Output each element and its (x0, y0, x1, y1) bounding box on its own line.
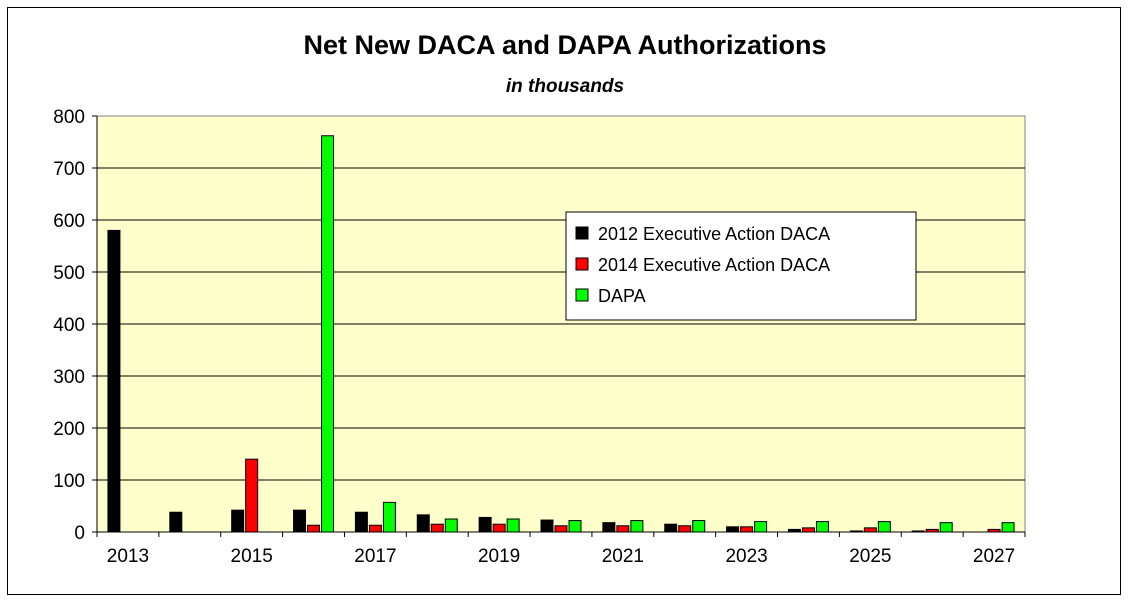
bar (664, 523, 678, 533)
chart-title: Net New DACA and DAPA Authorizations (303, 30, 827, 60)
y-tick-label: 500 (53, 263, 85, 284)
bar (815, 521, 829, 533)
bar (293, 509, 307, 533)
legend-swatch (575, 257, 589, 271)
bar (506, 518, 520, 533)
bar (354, 511, 368, 533)
bar (863, 527, 877, 533)
bar (430, 523, 444, 533)
bar (801, 527, 815, 533)
bar (602, 522, 616, 533)
bar (616, 525, 630, 533)
y-tick-label: 200 (53, 419, 85, 440)
bar (939, 522, 953, 533)
legend-box (565, 211, 917, 321)
bar (478, 516, 492, 533)
y-tick-label: 400 (53, 315, 85, 336)
x-tick-label: 2021 (602, 546, 644, 567)
y-tick-label: 800 (53, 107, 85, 128)
bar (416, 514, 430, 533)
bar (307, 524, 321, 533)
legend-swatch (575, 288, 589, 302)
legend-swatch (575, 226, 589, 240)
x-tick-label: 2013 (107, 546, 149, 567)
bar (554, 525, 568, 533)
bar (382, 501, 396, 533)
y-tick-label: 100 (53, 471, 85, 492)
bar (740, 526, 754, 533)
y-tick-label: 300 (53, 367, 85, 388)
x-tick-label: 2023 (725, 546, 767, 567)
bar (692, 520, 706, 533)
y-tick-label: 700 (53, 159, 85, 180)
bar (726, 526, 740, 533)
bar (678, 525, 692, 533)
bar (540, 519, 554, 533)
bar (368, 524, 382, 533)
bar (492, 523, 506, 533)
legend-label: DAPA (598, 286, 646, 306)
x-tick-label: 2019 (478, 546, 520, 567)
y-tick-label: 600 (53, 211, 85, 232)
x-tick-label: 2025 (849, 546, 891, 567)
bar (107, 229, 121, 533)
x-tick-label: 2017 (354, 546, 396, 567)
legend-label: 2014 Executive Action DACA (598, 255, 830, 275)
bar (877, 521, 891, 533)
bar (169, 511, 183, 533)
y-tick-label: 0 (74, 523, 85, 544)
bar (1001, 522, 1015, 533)
legend-label: 2012 Executive Action DACA (598, 224, 830, 244)
bar (321, 135, 335, 533)
x-tick-label: 2015 (231, 546, 273, 567)
bar (568, 520, 582, 533)
bar (245, 458, 259, 533)
bar (231, 509, 245, 533)
bar (444, 518, 458, 533)
bar (754, 521, 768, 533)
chart-subtitle: in thousands (505, 76, 625, 97)
x-tick-label: 2027 (973, 546, 1015, 567)
bar (630, 520, 644, 533)
